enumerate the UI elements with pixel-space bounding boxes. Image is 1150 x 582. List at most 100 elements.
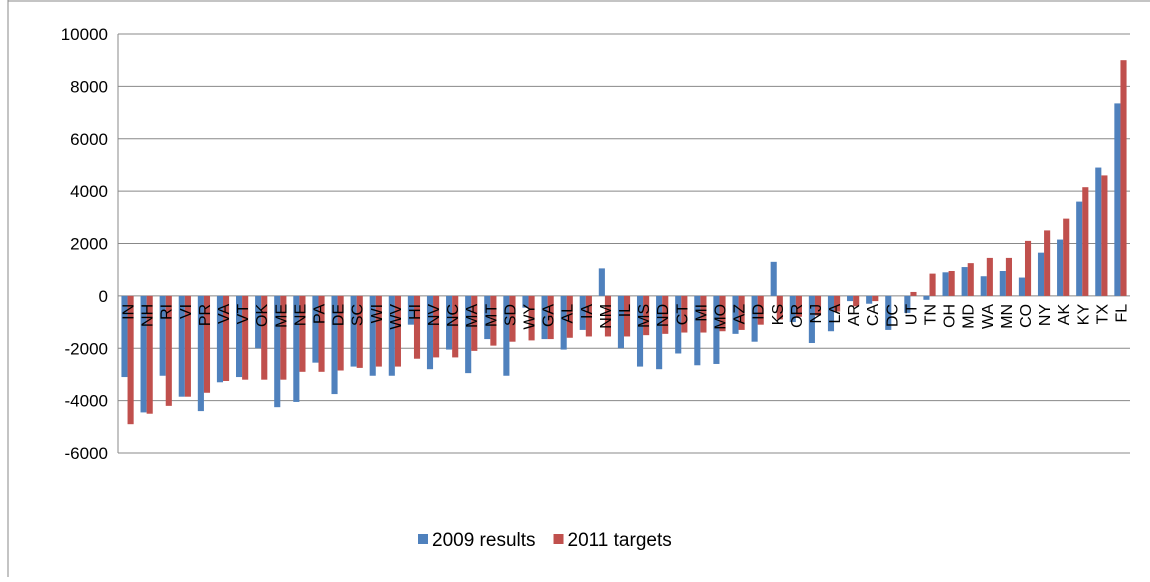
bar	[280, 295, 287, 380]
bar	[1076, 201, 1083, 296]
x-tick-label: CO	[1018, 304, 1035, 328]
bar	[140, 295, 147, 413]
bar	[675, 295, 682, 354]
bar	[369, 295, 376, 376]
bar	[1095, 167, 1102, 296]
bar	[274, 295, 281, 408]
bar	[617, 295, 624, 349]
bar	[598, 268, 605, 296]
bar	[293, 295, 300, 402]
bar	[681, 295, 688, 333]
bar	[426, 295, 434, 370]
bar	[923, 295, 930, 300]
bar	[999, 270, 1006, 296]
x-tick-label: SC	[350, 304, 367, 326]
bar	[770, 261, 777, 296]
x-tick-label: AR	[846, 304, 863, 326]
bar	[146, 295, 153, 414]
legend-swatch	[418, 534, 428, 544]
bar	[375, 295, 382, 367]
bar	[624, 295, 631, 337]
bar	[223, 295, 230, 381]
bar	[1024, 240, 1032, 296]
bar	[1057, 239, 1064, 296]
bar	[121, 295, 128, 378]
x-tick-label: MA	[464, 304, 481, 328]
bar	[337, 295, 344, 371]
bar	[471, 295, 478, 351]
x-tick-label: NM	[598, 304, 615, 329]
bar	[159, 295, 166, 376]
bar	[872, 295, 879, 302]
x-tick-label: TX	[1094, 304, 1111, 325]
x-tick-label: NE	[292, 304, 309, 326]
bar	[694, 295, 701, 366]
x-tick-label: NJ	[808, 304, 825, 324]
bar	[394, 295, 401, 367]
bar	[808, 295, 815, 344]
bar	[203, 295, 211, 393]
bar	[585, 295, 592, 337]
bar	[1018, 277, 1025, 296]
x-tick-label: IA	[579, 304, 596, 319]
x-tick-label: DC	[884, 304, 901, 327]
legend-swatch	[553, 534, 564, 544]
bar	[795, 295, 802, 317]
bar	[560, 295, 567, 350]
bar	[184, 295, 191, 397]
x-tick-label: MO	[712, 304, 729, 330]
bar	[961, 267, 968, 296]
bar	[776, 295, 783, 320]
bar	[433, 295, 440, 358]
x-tick-label: LA	[827, 304, 844, 324]
bar	[967, 263, 974, 296]
x-tick-label: OK	[254, 304, 271, 327]
bar	[1120, 60, 1127, 296]
x-tick-label: MN	[999, 304, 1016, 329]
bar	[789, 295, 796, 323]
x-tick-label: PR	[197, 304, 214, 326]
x-tick-label: VT	[235, 304, 252, 325]
bar	[407, 295, 414, 325]
bar	[636, 295, 644, 367]
bar	[885, 295, 892, 330]
bar	[662, 295, 669, 334]
bar	[1005, 257, 1012, 296]
y-tick-label: 2000	[70, 235, 108, 254]
bar	[904, 295, 911, 313]
bar	[299, 295, 306, 372]
x-tick-label: IN	[121, 304, 138, 320]
bar	[465, 295, 472, 374]
bar	[503, 295, 510, 376]
bar	[331, 295, 338, 395]
bar	[318, 295, 325, 372]
bar	[452, 295, 459, 358]
bar	[547, 295, 554, 340]
x-tick-label: AL	[560, 304, 577, 324]
bar	[509, 295, 516, 342]
bar	[350, 295, 357, 367]
x-tick-label: PA	[311, 304, 328, 324]
bar	[484, 295, 491, 340]
y-tick-label: 0	[99, 287, 108, 306]
bar	[261, 295, 268, 380]
x-tick-label: MD	[961, 304, 978, 329]
bar	[986, 257, 993, 296]
x-tick-label: ME	[273, 304, 290, 328]
bar	[413, 295, 421, 359]
legend-label: 2011 targets	[568, 530, 672, 551]
bar	[738, 295, 745, 330]
bar	[255, 295, 262, 349]
bar	[700, 295, 707, 333]
bar	[216, 295, 224, 383]
bar	[827, 295, 835, 332]
bar	[566, 295, 573, 338]
x-tick-label: TN	[923, 304, 940, 325]
y-tick-label: 4000	[70, 182, 108, 201]
bar	[757, 295, 764, 325]
y-tick-label: 10000	[61, 25, 108, 44]
bar	[866, 295, 873, 304]
x-tick-label: KY	[1075, 304, 1092, 326]
x-tick-label: AZ	[732, 304, 749, 325]
